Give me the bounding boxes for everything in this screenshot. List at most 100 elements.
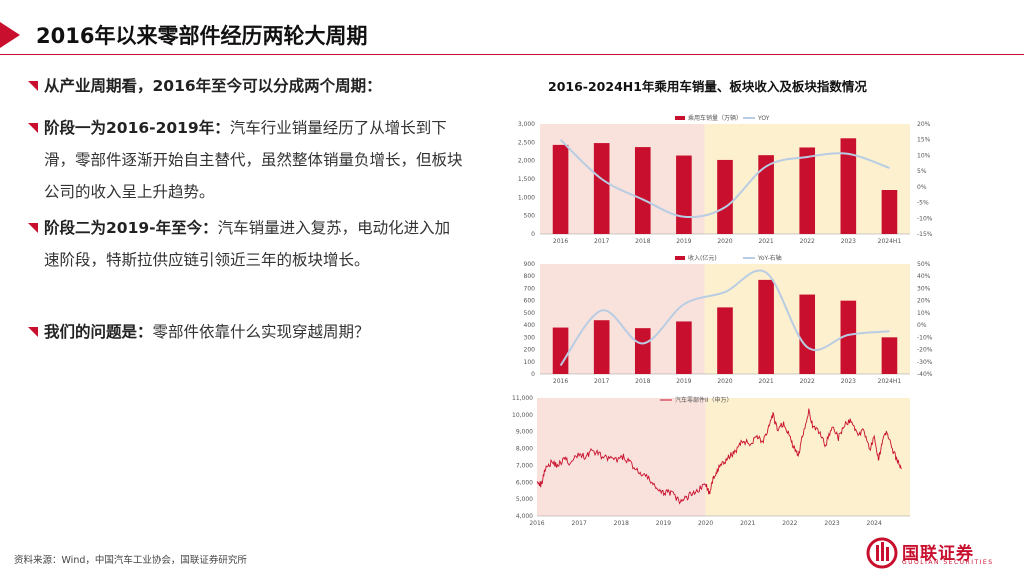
- revenue-y2tick: -20%: [917, 347, 933, 354]
- revenue-bar: [881, 337, 898, 374]
- revenue-xtick: 2019: [676, 378, 691, 385]
- revenue-y2tick: -30%: [917, 359, 933, 366]
- sales-bar: [634, 147, 651, 234]
- index-xtick: 2020: [698, 520, 713, 527]
- sales-y2tick: 5%: [917, 168, 927, 175]
- index-chart: 4,000 5,000 6,000 7,000 8,000 9,000 10,000 11,0…: [512, 395, 910, 527]
- logo-name: 国联证券: [902, 544, 974, 564]
- logo-icon: [866, 537, 898, 569]
- revenue-ytick: 600: [524, 298, 536, 305]
- bullet-2-text: 汽车行业销量经历了从增长到下滑，零部件逐渐开始自主替代，虽然整体销量负增长，但板…: [44, 119, 463, 201]
- sales-bar: [840, 138, 857, 234]
- index-xtick: 2023: [824, 520, 839, 527]
- revenue-ytick: 100: [524, 359, 536, 366]
- title-marker: [0, 22, 20, 48]
- sales-y2tick: -15%: [917, 231, 933, 238]
- sales-bar: [717, 159, 733, 234]
- revenue-ytick: 0: [531, 371, 535, 378]
- index-ytick: 4,000: [516, 513, 533, 520]
- revenue-legend-line-label: YoY-右轴: [757, 254, 782, 262]
- index-ytick: 9,000: [516, 429, 533, 436]
- sales-bar: [552, 144, 569, 234]
- revenue-bar: [799, 294, 816, 374]
- sales-bar: [676, 155, 692, 234]
- revenue-ytick: 200: [524, 347, 536, 354]
- sales-xtick: 2023: [841, 238, 856, 245]
- source-note: 资料来源：Wind，中国汽车工业协会，国联证券研究所: [14, 555, 247, 566]
- revenue-y2tick: 30%: [917, 285, 931, 292]
- index-xtick: 2017: [572, 520, 587, 527]
- sales-bar: [799, 147, 816, 234]
- revenue-ytick: 800: [524, 273, 536, 280]
- sales-ytick: 3,000: [518, 121, 535, 128]
- index-ytick: 6,000: [516, 479, 533, 486]
- sales-y2tick: 20%: [917, 121, 931, 128]
- revenue-bar: [593, 320, 610, 374]
- bullet-marker-icon: [28, 327, 38, 337]
- bullet-3-text: 汽车销量进入复苏，电动化进入加速阶段，特斯拉供应链引领近三年的板块增长。: [44, 219, 451, 269]
- revenue-xtick: 2017: [594, 378, 609, 385]
- sales-y2tick: 0%: [917, 184, 927, 191]
- index-legend-label: 汽车零部件II（申万）: [675, 396, 733, 404]
- sales-y2tick: -5%: [917, 200, 929, 207]
- sales-ytick: 1,000: [518, 194, 535, 201]
- chart-title: 2016-2024H1年乘用车销量、板块收入及板块指数情况: [548, 79, 867, 94]
- revenue-bar: [758, 279, 774, 374]
- revenue-xtick: 2024H1: [878, 378, 902, 385]
- revenue-y2tick: -40%: [917, 371, 933, 378]
- revenue-y2tick: 20%: [917, 298, 931, 305]
- revenue-bar: [634, 328, 651, 374]
- revenue-yoy-line: [559, 269, 890, 367]
- sales-ytick: 2,000: [518, 158, 535, 165]
- bullet-2: 阶段一为2016-2019年：汽车行业销量经历了从增长到下滑，零部件逐渐开始自主…: [28, 112, 464, 208]
- bullet-4-text: 零部件依靠什么实现穿越周期？: [152, 323, 370, 341]
- revenue-ytick: 700: [524, 285, 536, 292]
- index-line: [536, 408, 902, 505]
- index-ytick: 7,000: [516, 462, 533, 469]
- sales-y2tick: 15%: [917, 137, 931, 144]
- bullet-marker-icon: [28, 81, 38, 91]
- sales-xtick: 2020: [717, 238, 732, 245]
- sales-ytick: 0: [531, 231, 535, 238]
- revenue-chart: 0 100 200 300 400 500 600 700 800 900 -40% -30% -20%…: [524, 254, 933, 385]
- sales-bar: [758, 155, 774, 234]
- sales-legend-line-label: YOY: [757, 115, 770, 122]
- revenue-xtick: 2018: [635, 378, 650, 385]
- revenue-xtick: 2022: [800, 378, 815, 385]
- page-title: 2016年以来零部件经历两轮大周期: [36, 24, 368, 48]
- revenue-ytick: 400: [524, 322, 536, 329]
- company-logo: 国联证券 GUOLIAN SECURITIES: [866, 537, 1006, 569]
- bullet-4: 我们的问题是：零部件依靠什么实现穿越周期？: [28, 316, 464, 348]
- index-ytick: 11,000: [512, 395, 533, 402]
- revenue-ytick: 300: [524, 334, 536, 341]
- revenue-ytick: 500: [524, 310, 536, 317]
- sales-ytick: 2,500: [518, 139, 535, 146]
- sales-yoy-line: [559, 138, 890, 219]
- sales-bar: [881, 190, 898, 234]
- index-ytick: 10,000: [512, 412, 533, 419]
- revenue-y2tick: 40%: [917, 273, 931, 280]
- logo-sub: GUOLIAN SECURITIES: [902, 559, 994, 566]
- index-ytick: 5,000: [516, 496, 533, 503]
- bullet-2-bold: 阶段一为2016-2019年：: [44, 119, 230, 137]
- sales-xtick: 2022: [800, 238, 815, 245]
- index-bg-phase1: [537, 398, 706, 516]
- revenue-legend-bar-label: 收入(亿元): [688, 254, 717, 262]
- bullet-1-bold: 从产业周期看，2016年至今可以分成两个周期：: [44, 77, 382, 95]
- revenue-y2tick: -10%: [917, 334, 933, 341]
- revenue-y2tick: 0%: [917, 322, 927, 329]
- sales-xtick: 2016: [553, 238, 568, 245]
- revenue-y2tick: 50%: [917, 261, 931, 268]
- bullet-marker-icon: [28, 223, 38, 233]
- bullet-3: 阶段二为2019-年至今：汽车销量进入复苏，电动化进入加速阶段，特斯拉供应链引领…: [28, 212, 464, 276]
- sales-ytick: 500: [524, 213, 536, 220]
- index-xtick: 2019: [656, 520, 671, 527]
- revenue-ytick: 900: [524, 261, 536, 268]
- index-xtick: 2021: [740, 520, 755, 527]
- sales-bar: [593, 143, 610, 234]
- bullet-1: 从产业周期看，2016年至今可以分成两个周期：: [28, 70, 464, 102]
- revenue-bar: [717, 307, 733, 374]
- sales-xtick: 2019: [676, 238, 691, 245]
- sales-chart: 0 500 1,000 1,500 2,000 2,500 3,000 -15% -10% -5%…: [518, 114, 933, 245]
- index-xtick: 2018: [614, 520, 629, 527]
